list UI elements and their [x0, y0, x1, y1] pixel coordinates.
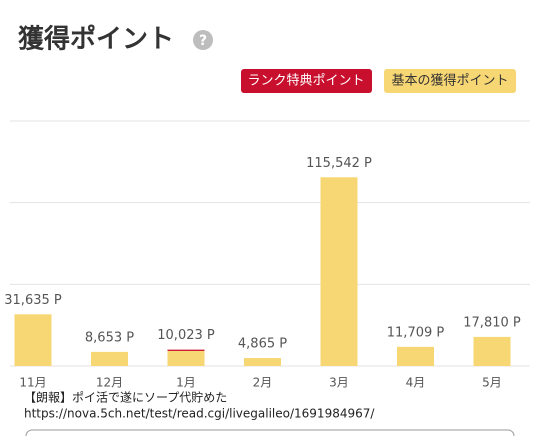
legend-label[interactable]: 基本の獲得ポイント: [391, 73, 508, 89]
bar: [91, 351, 128, 366]
value-label: 31,635 P: [4, 293, 62, 308]
bar: [14, 314, 52, 366]
value-label: 10,023 P: [157, 328, 215, 343]
bar: [244, 358, 281, 366]
x-tick-label: 12月: [96, 376, 123, 390]
value-label: 11,709 P: [387, 325, 445, 340]
bar: [397, 346, 434, 366]
help-icon[interactable]: [193, 30, 213, 50]
value-label: 115,542 P: [306, 156, 372, 171]
legend-swatch[interactable]: [241, 69, 372, 93]
watermark: https://nova.5ch.net/test/read.cgi/liveg…: [24, 407, 375, 421]
legend-swatch[interactable]: [384, 69, 516, 93]
value-label: 4,865 P: [238, 337, 287, 352]
value-label: 8,653 P: [85, 330, 134, 345]
help-mark[interactable]: ?: [199, 33, 207, 49]
x-tick-label: 5月: [482, 376, 502, 390]
value-label: 17,810 P: [463, 315, 521, 330]
bottom-field[interactable]: [25, 429, 515, 440]
x-tick-label: 3月: [329, 376, 349, 390]
bar: [473, 336, 511, 366]
x-tick-label: 2月: [253, 376, 273, 390]
watermark: 【朗報】ポイ活で遂にソープ代貯めた: [24, 391, 227, 405]
bar: [167, 350, 205, 366]
title: 獲得ポイント: [18, 24, 174, 55]
legend-label[interactable]: ランク特典ポイント: [247, 74, 364, 89]
x-tick-label: 11月: [19, 376, 46, 390]
bar: [167, 349, 205, 351]
x-tick-label: 4月: [406, 376, 426, 390]
bar: [320, 177, 358, 366]
x-tick-label: 1月: [176, 376, 196, 390]
